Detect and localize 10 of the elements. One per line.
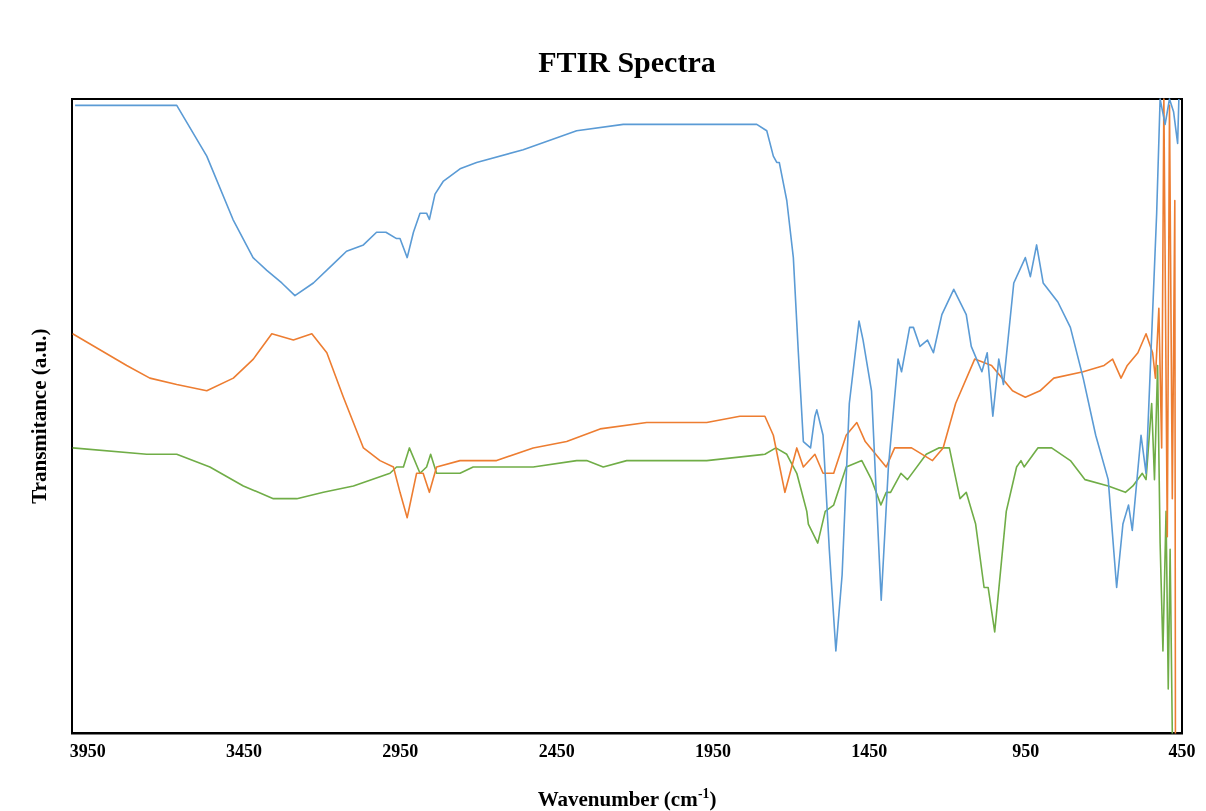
x-tick-label: 1450 [851,740,888,761]
x-tick-label: 1950 [694,740,731,761]
x-tick-label: 450 [1168,740,1196,761]
x-tick-label: 3950 [69,740,106,761]
x-tick-label: 3450 [225,740,262,761]
y-axis-title: Transmitance (a.u.) [27,328,51,504]
x-tick-label: 2450 [538,740,575,761]
chart-title: FTIR Spectra [538,45,716,78]
x-tick-label: 2950 [382,740,419,761]
x-tick-label: 950 [1012,740,1040,761]
